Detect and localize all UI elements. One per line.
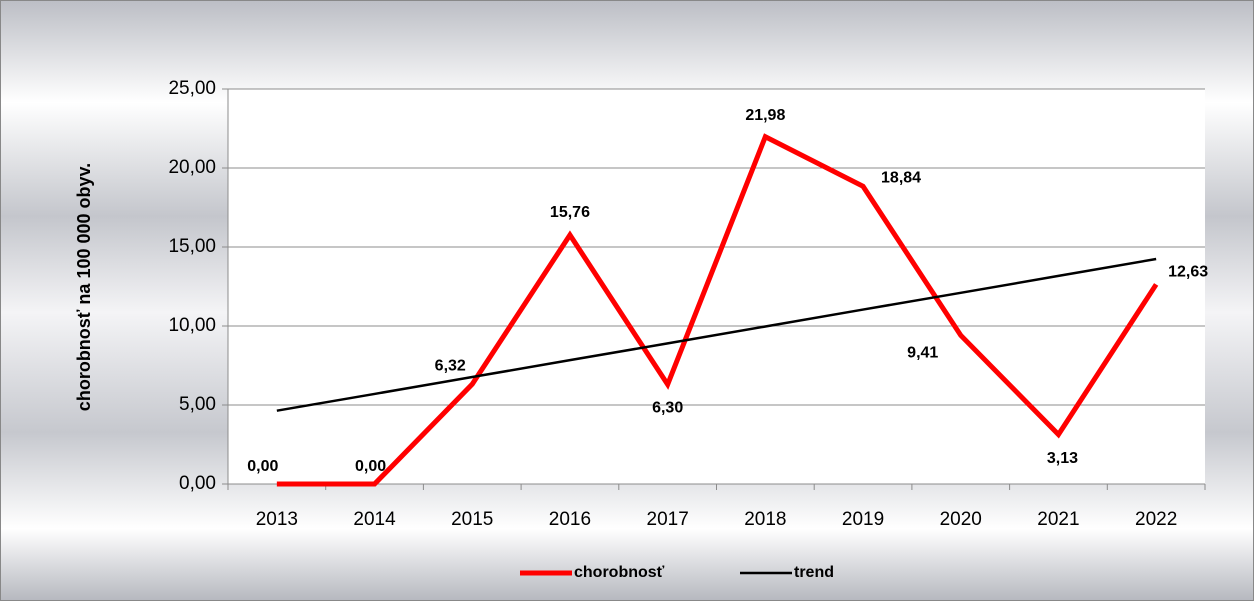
y-axis-title: chorobnosť na 100 000 obyv.: [74, 163, 94, 411]
data-label: 18,84: [881, 170, 921, 187]
y-tick-label: 25,00: [168, 78, 216, 99]
x-tick-label: 2022: [1135, 509, 1177, 530]
x-tick-label: 2020: [940, 509, 982, 530]
x-tick-label: 2015: [451, 509, 493, 530]
x-tick-label: 2013: [256, 509, 298, 530]
y-tick-label: 0,00: [179, 473, 216, 494]
x-tick-label: 2021: [1037, 509, 1079, 530]
x-tick-label: 2018: [744, 509, 786, 530]
data-label: 9,41: [907, 345, 938, 362]
x-tick-label: 2016: [549, 509, 591, 530]
data-label: 0,00: [355, 458, 386, 475]
y-tick-label: 10,00: [168, 315, 216, 336]
data-label: 6,32: [435, 357, 466, 374]
legend-label: chorobnosť: [574, 564, 665, 581]
x-tick-label: 2019: [842, 509, 884, 530]
data-label: 12,63: [1168, 264, 1208, 281]
data-label: 21,98: [745, 107, 785, 124]
y-tick-label: 20,00: [168, 157, 216, 178]
y-tick-label: 5,00: [179, 394, 216, 415]
x-tick-label: 2014: [353, 509, 396, 530]
data-label: 0,00: [247, 458, 278, 475]
legend-label: trend: [794, 564, 834, 581]
y-tick-label: 15,00: [168, 236, 216, 257]
trend-line: [276, 257, 1157, 412]
data-label: 6,30: [652, 400, 683, 417]
plot-area: [228, 89, 1205, 484]
data-line: [276, 133, 1159, 487]
x-tick-label: 2017: [647, 509, 689, 530]
data-label: 3,13: [1047, 450, 1078, 467]
data-label: 15,76: [550, 204, 590, 221]
